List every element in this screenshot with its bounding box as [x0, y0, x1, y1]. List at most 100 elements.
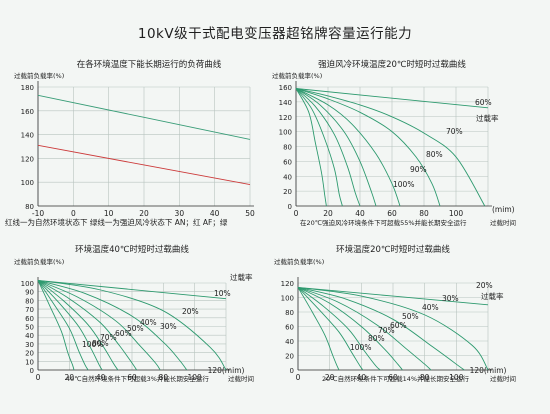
y-tick-label: 140	[21, 132, 34, 140]
x-tick-label: 100	[449, 209, 464, 218]
x-tick-label: 60	[127, 373, 137, 382]
series-line-绿线	[37, 94, 251, 140]
x-tick-label: 10	[104, 209, 114, 218]
y-tick-label: 10	[25, 358, 34, 366]
series-line-红线	[37, 144, 251, 186]
x-tick-label: 30	[175, 209, 185, 218]
series-line-60pct	[37, 280, 119, 371]
curve-label: 80%	[368, 334, 385, 343]
x-tick-label: 50	[245, 209, 255, 218]
x-tick-label: 40	[96, 373, 106, 382]
y-tick-label: 40	[285, 338, 294, 346]
y-tick-label: 120	[279, 114, 292, 122]
x-tick-label: 100	[449, 373, 464, 382]
series-line	[295, 88, 343, 207]
series-line-100pct	[37, 280, 75, 371]
curve-label: 60%	[115, 329, 132, 338]
series-line-60pct	[295, 88, 489, 109]
y-tick-label: 120	[281, 280, 294, 288]
x-tick-label: 80	[420, 373, 430, 382]
series-line-70pct	[295, 88, 486, 207]
y-tick-label: 180	[21, 84, 34, 92]
x-tick-label: 0	[36, 373, 41, 382]
y-tick-label: 120	[21, 155, 34, 163]
x-tick-label: 100	[188, 373, 203, 382]
curve-label: 50%	[127, 324, 144, 333]
y-tick-label: 80	[285, 309, 294, 317]
y-axis-label: 过载前负载率(%)	[14, 257, 64, 266]
series-line-100pct	[297, 287, 340, 371]
legend-title: 过载率	[230, 272, 253, 282]
series-line-40pct	[37, 279, 161, 371]
y-tick-label: 20	[25, 350, 34, 358]
y-tick-label: 40	[25, 332, 34, 340]
curve-label: 20%	[182, 307, 199, 316]
chart-footnote: 在20℃强迫风冷环境条件下可超载55%并能长期安全运行	[300, 218, 467, 227]
series-line-70pct	[37, 280, 103, 371]
x-axis-label: 120(mim)	[208, 366, 245, 375]
x-tick-label: 80	[159, 373, 169, 382]
curve-label: 100%	[82, 340, 103, 349]
y-tick-label: 90	[25, 289, 34, 297]
chart-footnote-overload-time: 过载时间	[490, 374, 516, 383]
y-tick-label: 80	[25, 203, 34, 211]
x-tick-label: 20	[139, 209, 149, 218]
y-tick-label: 70	[25, 306, 34, 314]
y-tick-label: 0	[288, 203, 292, 211]
series-line-30pct	[297, 286, 489, 371]
x-tick-label: 0	[294, 209, 299, 218]
curve-label: 10%	[214, 289, 231, 298]
chart-footnote: 20℃自然环境条件下可超载14%并能长期安全运行	[322, 374, 470, 383]
x-tick-label: 20	[65, 373, 75, 382]
series-line-20pct	[37, 279, 227, 371]
x-tick-label: 60	[387, 209, 397, 218]
y-tick-label: 100	[21, 179, 34, 187]
curve-label: 20%	[476, 281, 493, 290]
curve-label: 50%	[402, 312, 419, 321]
curve-label: 60%	[390, 321, 407, 330]
x-tick-label: 40	[357, 373, 367, 382]
y-axis-label: 过载前负载率(%)	[14, 71, 64, 80]
curve-label: 100%	[350, 343, 371, 352]
curve-label: 30%	[442, 294, 459, 303]
curve-label: 90%	[410, 165, 427, 174]
x-axis-label: (mim)	[492, 205, 515, 214]
chart-title: 环境温度40℃时短时过载曲线	[75, 244, 189, 255]
y-tick-label: 100	[279, 129, 292, 137]
y-tick-label: 50	[25, 324, 34, 332]
chart-title: 强迫风冷环境温度20℃时短时过载曲线	[318, 59, 466, 70]
y-tick-label: 80	[25, 297, 34, 305]
y-tick-label: 60	[285, 324, 294, 332]
curve-label: 70%	[378, 326, 395, 335]
x-tick-label: 20	[323, 209, 333, 218]
chart-footnote-overload-time: 过载时间	[228, 374, 254, 383]
y-tick-label: 160	[279, 84, 292, 92]
series-line-40pct	[297, 286, 465, 371]
curve-label: 40%	[140, 318, 157, 327]
curve-label: 80%	[92, 339, 109, 348]
x-tick-label: 0	[71, 209, 76, 218]
series-line-10pct	[37, 279, 227, 300]
y-tick-label: 20	[285, 353, 294, 361]
series-line-70pct	[297, 287, 381, 371]
series-line-50pct	[297, 286, 432, 371]
y-axis-label: 过载前负载率(%)	[272, 71, 322, 80]
series-line-30pct	[37, 279, 188, 371]
y-tick-label: 160	[21, 108, 34, 116]
legend-title: 过载率	[476, 113, 499, 123]
curve-label: 40%	[422, 303, 439, 312]
x-tick-label: -10	[32, 209, 44, 218]
y-tick-label: 100	[21, 280, 34, 288]
chart-title: 环境温度20℃时短时过载曲线	[336, 244, 450, 255]
series-line	[295, 88, 361, 207]
chart-footnote-overload-time: 过载时间	[490, 218, 516, 227]
series-line-80pct	[297, 287, 364, 371]
y-tick-label: 30	[25, 341, 34, 349]
x-tick-label: 60	[388, 373, 398, 382]
x-tick-label: 0	[296, 373, 301, 382]
y-tick-label: 0	[30, 367, 34, 375]
